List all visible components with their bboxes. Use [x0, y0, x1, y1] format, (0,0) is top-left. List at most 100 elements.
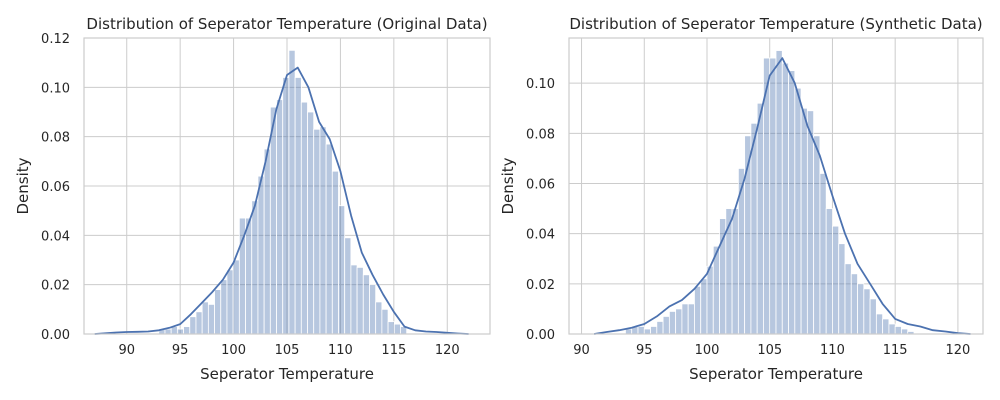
- histogram-bar: [393, 323, 401, 335]
- histogram-bar: [806, 110, 815, 335]
- x-axis-label: Seperator Temperature: [689, 365, 863, 383]
- histogram-bar: [331, 170, 339, 335]
- x-tick-label: 120: [945, 343, 970, 358]
- histogram-bar: [731, 208, 739, 335]
- y-tick-label: 0.00: [41, 328, 70, 343]
- histogram-bar: [832, 225, 840, 335]
- histogram-bar: [662, 316, 670, 335]
- x-tick-label: 120: [435, 343, 460, 358]
- y-axis-label: Density: [14, 157, 32, 214]
- histogram-bar: [263, 148, 271, 335]
- histogram-bar: [276, 99, 284, 335]
- histogram-bar: [694, 285, 702, 335]
- histogram-bar: [319, 126, 327, 335]
- histogram-bar: [338, 205, 346, 335]
- histogram-bar: [875, 313, 884, 335]
- histogram-bar: [344, 237, 352, 335]
- y-tick-label: 0.02: [526, 278, 555, 293]
- histogram-bar: [356, 266, 364, 335]
- histogram-bar: [794, 87, 802, 335]
- kde-curve: [593, 57, 971, 335]
- histogram-bar: [850, 273, 858, 335]
- chart-title: Distribution of Seperator Temperature (S…: [569, 15, 982, 33]
- y-tick-label: 0.10: [526, 77, 555, 92]
- histogram-bar: [656, 321, 664, 335]
- histogram-bar: [362, 274, 370, 335]
- y-tick-label: 0.06: [526, 177, 555, 192]
- histogram-bar: [675, 308, 683, 335]
- x-tick-label: 90: [118, 343, 135, 358]
- histogram-bar: [800, 107, 808, 335]
- histogram-bar: [775, 50, 783, 335]
- histogram-bar: [294, 77, 302, 335]
- histogram-bar: [375, 301, 383, 335]
- histogram-bar: [307, 111, 315, 335]
- kde-curve: [94, 66, 469, 335]
- x-tick-label: 115: [883, 343, 908, 358]
- plot-frame: [568, 37, 984, 335]
- y-tick-label: 0.12: [41, 32, 70, 47]
- histogram-bar: [325, 143, 333, 335]
- histogram-bar: [750, 122, 758, 335]
- histogram-bar: [825, 208, 833, 335]
- histogram-bar: [756, 102, 764, 335]
- histogram-bar: [257, 175, 265, 335]
- histogram-bar: [844, 263, 852, 335]
- histogram-bar: [176, 328, 184, 335]
- histogram-bar: [869, 298, 877, 335]
- histogram-bar: [387, 321, 395, 335]
- plot-frame: [83, 37, 491, 335]
- histogram-bar: [700, 278, 708, 335]
- x-tick-label: 100: [695, 343, 720, 358]
- y-tick-label: 0.00: [526, 328, 555, 343]
- histogram-bar: [882, 318, 890, 335]
- histogram-bar: [232, 259, 240, 335]
- histogram-bar: [863, 288, 871, 335]
- y-tick-label: 0.04: [526, 228, 555, 243]
- histogram-bar: [220, 279, 228, 335]
- histogram-bar: [269, 106, 277, 335]
- histogram-bar: [251, 200, 259, 335]
- histogram-bar: [245, 217, 253, 335]
- histogram-bar: [381, 308, 389, 335]
- histogram-bar: [813, 135, 821, 335]
- chart-panel-1: 90 95 100 105 110 115 120 0.00 0.02 0.04 0.06 0.08 0…: [14, 15, 491, 383]
- histogram-bar: [350, 264, 358, 335]
- histogram-bar: [369, 284, 377, 335]
- histogram-bar: [300, 101, 308, 335]
- x-tick-label: 105: [757, 343, 782, 358]
- x-tick-label: 110: [820, 343, 845, 358]
- histogram-bar: [189, 316, 197, 335]
- y-tick-label: 0.08: [41, 131, 70, 146]
- y-tick-label: 0.08: [526, 127, 555, 142]
- histogram-bar: [819, 173, 827, 335]
- x-tick-label: 95: [172, 343, 189, 358]
- y-tick-label: 0.02: [41, 279, 70, 294]
- histogram-bar: [888, 323, 896, 335]
- histogram-bar: [668, 311, 677, 335]
- y-tick-label: 0.06: [41, 180, 70, 195]
- histogram-bar: [625, 328, 633, 335]
- x-tick-label: 90: [573, 343, 590, 358]
- x-axis-label: Seperator Temperature: [200, 365, 374, 383]
- x-tick-label: 115: [381, 343, 406, 358]
- histogram-bar: [226, 269, 234, 335]
- histogram-bar: [313, 128, 321, 335]
- x-tick-label: 100: [221, 343, 246, 358]
- histogram-bar: [894, 326, 902, 335]
- histogram-bar: [201, 301, 209, 335]
- histogram-bar: [643, 328, 651, 335]
- histogram-bar: [207, 303, 215, 335]
- chart-panel-2: 90 95 100 105 110 115 120 0.00 0.02 0.04 0.06 0.08 0…: [499, 15, 984, 383]
- histogram-bar: [687, 303, 695, 335]
- histogram-bar: [769, 57, 777, 335]
- histogram-bar: [650, 326, 658, 335]
- histogram-bar: [195, 311, 203, 335]
- x-tick-label: 110: [328, 343, 353, 358]
- histogram-bar: [164, 328, 172, 335]
- y-tick-label: 0.04: [41, 229, 70, 244]
- y-axis-label: Density: [499, 157, 517, 214]
- histogram-bar: [788, 70, 796, 335]
